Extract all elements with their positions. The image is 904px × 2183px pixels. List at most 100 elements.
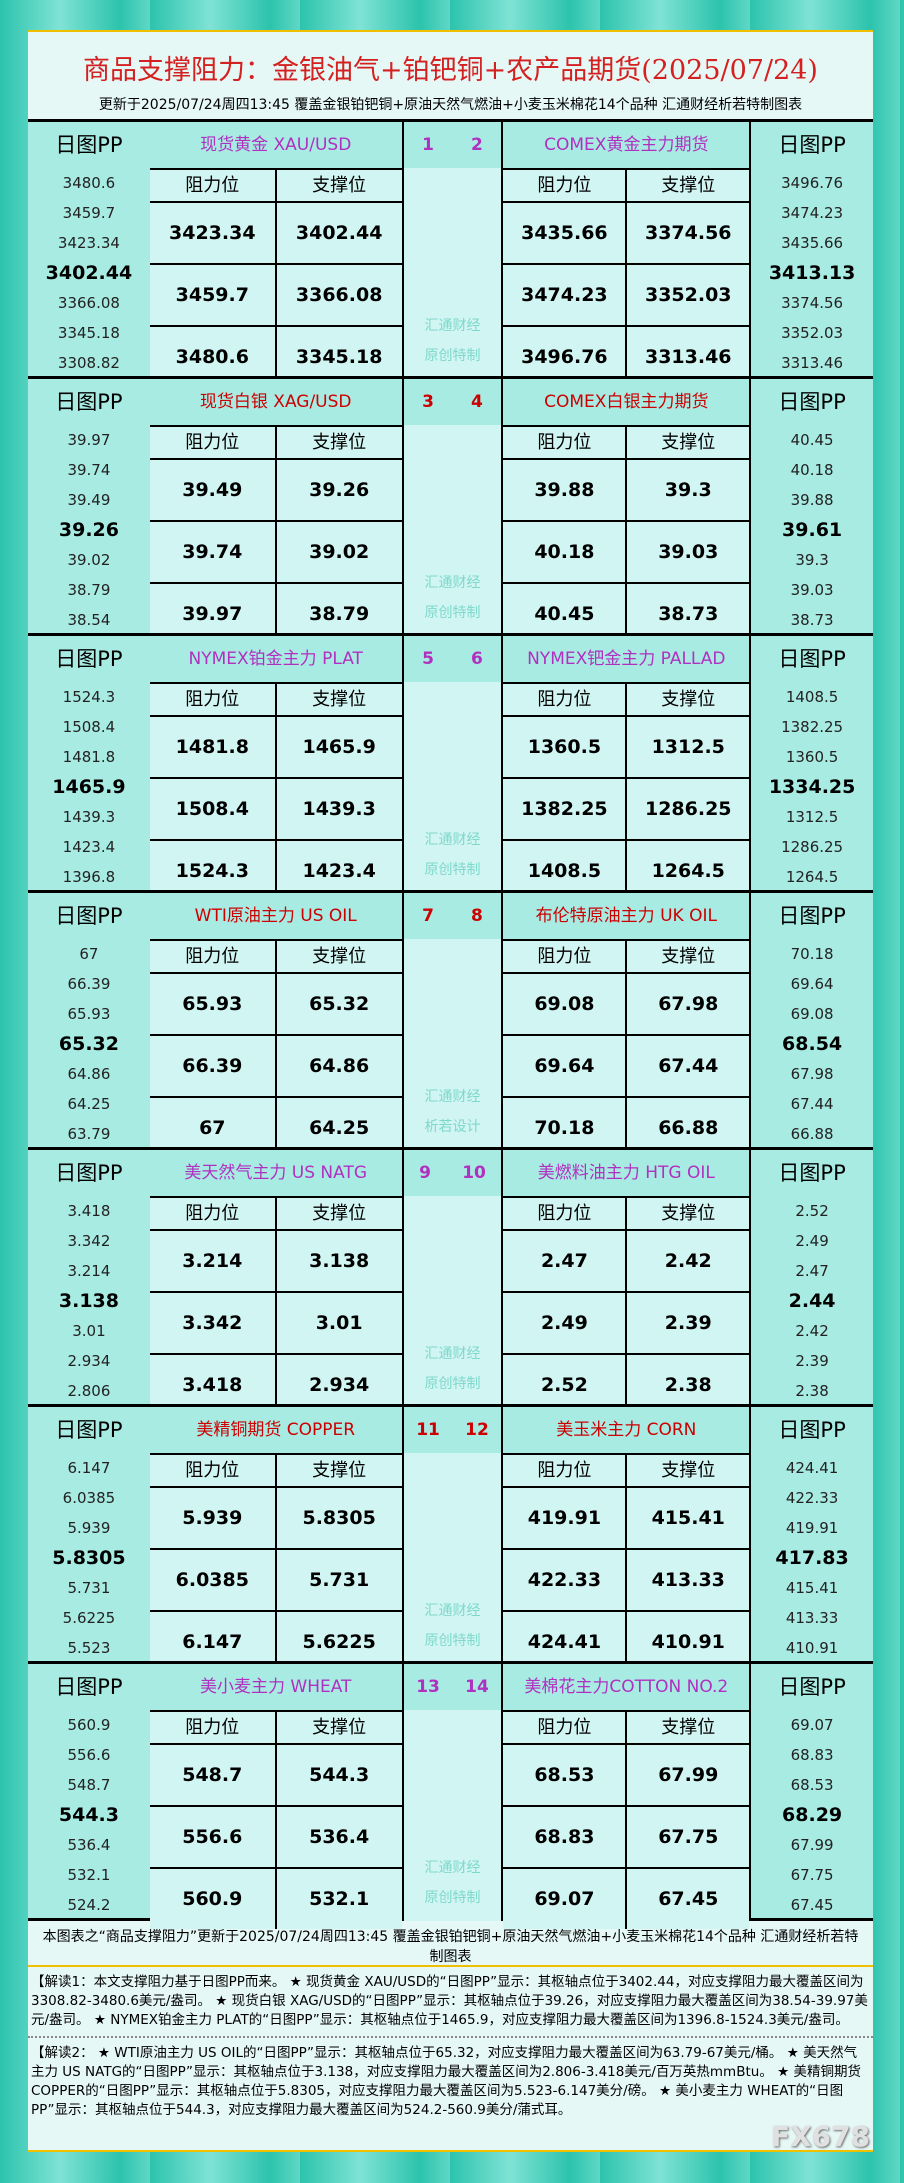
support-value: 5.731	[309, 1569, 370, 1591]
pivot-point: 3413.13	[768, 262, 856, 284]
table-row: 556.6 536.4	[149, 1807, 402, 1869]
resistance-value: 6.147	[150, 1612, 277, 1672]
left-pp-column: 日图PP 39.97 39.74 39.49 39.26 39.02 38.79 38.54	[28, 379, 150, 633]
resistance-value: 65.93	[150, 974, 277, 1034]
pp-level: 1396.8	[62, 868, 116, 886]
resistance-header: 阻力位	[150, 941, 277, 972]
instrument-panel: 日图PP 560.9 556.6 548.7 544.3 536.4 532.1 524.2 美…	[28, 1661, 873, 1929]
pivot-point: 39.26	[58, 519, 119, 541]
pp-label: 日图PP	[55, 647, 123, 671]
pp-level: 560.9	[67, 1716, 111, 1734]
table-row: 68.83 67.75	[503, 1807, 750, 1869]
pp-level: 67.75	[790, 1866, 834, 1884]
panel-number-right: 2	[471, 135, 483, 155]
support-value: 2.38	[664, 1374, 712, 1396]
pp-level: 3480.6	[62, 174, 116, 192]
panel-number-left: 1	[422, 135, 434, 155]
panel-number-right: 6	[471, 649, 483, 669]
pp-level: 67	[79, 945, 99, 963]
resistance-value: 3.342	[150, 1293, 277, 1353]
left-pp-column: 日图PP 1524.3 1508.4 1481.8 1465.9 1439.3 1423.4…	[28, 636, 150, 890]
table-row: 2.52 2.38	[503, 1355, 749, 1415]
resistance-value: 69.64	[503, 1036, 628, 1096]
panel-numbers: 13 14	[404, 1664, 502, 1710]
resistance-value: 556.6	[150, 1807, 277, 1867]
pp-level: 3.418	[67, 1202, 111, 1220]
right-pp-column: 日图PP 69.07 68.83 68.53 68.29 67.99 67.75 67.45	[751, 1664, 873, 1918]
pp-level: 39.74	[67, 461, 111, 479]
support-header: 支撑位	[661, 689, 716, 710]
resistance-value: 3.214	[150, 1231, 277, 1291]
table-row: 560.9 532.1	[150, 1869, 402, 1929]
watermark-line-2: 原创特制	[424, 1633, 481, 1649]
resistance-value: 1481.8	[150, 717, 277, 777]
panels: 日图PP 3480.6 3459.7 3423.34 3402.44 3366.08 334…	[28, 119, 873, 1929]
table-row: 40.45 38.73	[503, 584, 749, 644]
resistance-header: 阻力位	[150, 427, 277, 458]
resistance-header: 阻力位	[503, 1712, 628, 1743]
support-value: 410.91	[651, 1631, 725, 1653]
support-header: 支撑位	[312, 1203, 367, 1224]
resistance-value: 424.41	[503, 1612, 628, 1672]
resistance-value: 1508.4	[150, 779, 277, 839]
pp-label: 日图PP	[55, 1161, 123, 1185]
resistance-header: 阻力位	[150, 1712, 277, 1743]
resistance-value: 66.39	[150, 1036, 277, 1096]
pivot-point: 3402.44	[45, 262, 133, 284]
support-value: 5.6225	[302, 1631, 376, 1653]
panel-number-left: 5	[422, 649, 434, 669]
left-pp-column: 日图PP 560.9 556.6 548.7 544.3 536.4 532.1 524.2	[28, 1664, 150, 1918]
resistance-header: 阻力位	[503, 684, 628, 715]
watermark-line-1: 汇通财经	[424, 575, 481, 591]
pp-level: 67.45	[790, 1896, 834, 1914]
resistance-value: 1524.3	[150, 841, 277, 901]
panel-number-column: 3 4 汇通财经 原创特制	[403, 379, 504, 636]
table-row: 6.0385 5.731	[149, 1550, 402, 1612]
table-row: 69.07 67.45	[503, 1869, 749, 1929]
table-row: 3435.66 3374.56	[503, 203, 750, 265]
table-row: 1481.8 1465.9	[149, 717, 402, 779]
table-header-row: 阻力位 支撑位	[503, 941, 750, 974]
pp-level: 68.83	[790, 1746, 834, 1764]
pp-level: 70.18	[790, 945, 834, 963]
pp-level: 3474.23	[781, 204, 844, 222]
support-value: 3374.56	[644, 222, 732, 244]
support-value: 2.934	[309, 1374, 370, 1396]
support-header: 支撑位	[661, 1460, 716, 1481]
support-value: 1439.3	[302, 798, 376, 820]
pp-label: 日图PP	[778, 1675, 846, 1699]
pp-label: 日图PP	[778, 390, 846, 414]
watermark-line-2: 原创特制	[424, 1376, 481, 1392]
left-pp-column: 日图PP 6.147 6.0385 5.939 5.8305 5.731 5.6225 5.5…	[28, 1407, 150, 1661]
resistance-value: 40.45	[503, 584, 628, 644]
pp-label: 日图PP	[778, 1161, 846, 1185]
resistance-value: 67	[150, 1098, 277, 1158]
watermark: 汇通财经 原创特制	[404, 1596, 502, 1656]
pp-level: 1382.25	[781, 718, 844, 736]
right-level-table: COMEX黄金主力期货 阻力位 支撑位 3435.66 3374.56 3474.23 33…	[503, 122, 752, 387]
pp-level: 422.33	[785, 1489, 839, 1507]
support-value: 3.138	[309, 1250, 370, 1272]
table-header-row: 阻力位 支撑位	[149, 170, 402, 203]
left-level-table: 美精铜期货 COPPER 阻力位 支撑位 5.939 5.8305 6.0385 5.731…	[149, 1407, 404, 1672]
pp-level: 65.93	[67, 1005, 111, 1023]
support-value: 39.3	[664, 479, 712, 501]
instrument-name: 美棉花主力COTTON NO.2	[524, 1677, 729, 1697]
levels-grid: 阻力位 支撑位 3435.66 3374.56 3474.23 3352.03 3496.7…	[503, 168, 750, 387]
resistance-value: 3474.23	[503, 265, 628, 325]
support-value: 1264.5	[651, 860, 725, 882]
panel-number-column: 11 12 汇通财经 原创特制	[403, 1407, 504, 1664]
panel-number-right: 14	[465, 1677, 489, 1697]
support-value: 2.42	[664, 1250, 712, 1272]
instrument-name: 布伦特原油主力 UK OIL	[535, 906, 717, 926]
pp-label: 日图PP	[55, 133, 123, 157]
support-value: 536.4	[309, 1826, 370, 1848]
resistance-header: 阻力位	[150, 684, 277, 715]
pivot-point: 544.3	[58, 1804, 119, 1826]
pp-level: 39.97	[67, 431, 111, 449]
table-row: 419.91 415.41	[503, 1488, 750, 1550]
resistance-value: 2.47	[503, 1231, 628, 1291]
levels-grid: 阻力位 支撑位 65.93 65.32 66.39 64.86 67 64.25	[149, 939, 402, 1158]
support-value: 39.02	[309, 541, 370, 563]
pp-label: 日图PP	[55, 904, 123, 928]
